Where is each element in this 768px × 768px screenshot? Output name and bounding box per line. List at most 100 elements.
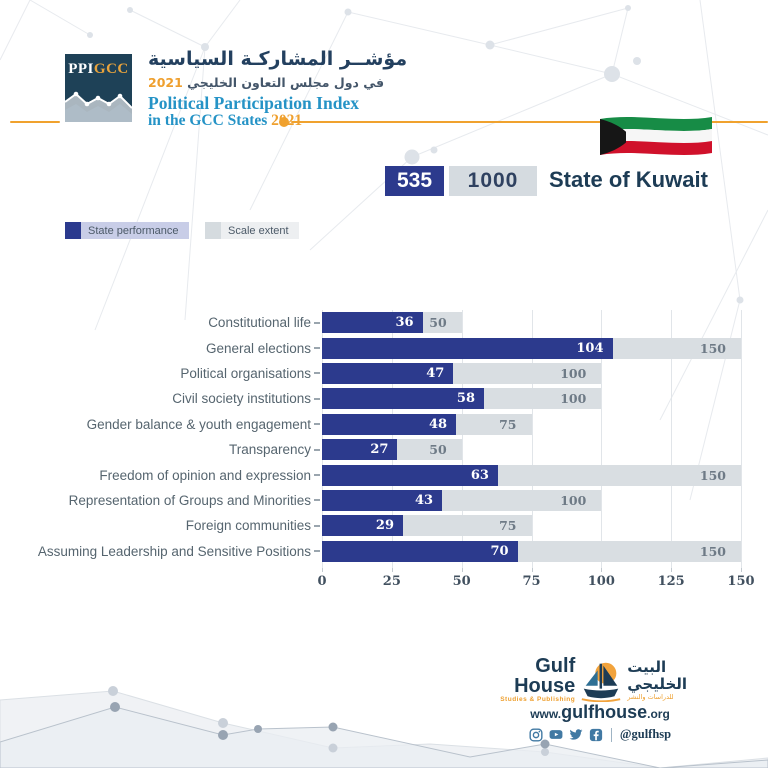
title-arabic-main: مؤشــر المشاركـة السياسية [148, 48, 408, 70]
twitter-icon[interactable] [569, 728, 583, 742]
x-tick-mark [322, 568, 323, 572]
country-name: State of Kuwait [549, 167, 708, 192]
gridline [391, 310, 393, 568]
bar-chart: Constitutional life 50 36 General elections… [0, 310, 755, 589]
category-tick [314, 448, 320, 451]
x-tick-label: 75 [522, 574, 541, 589]
legend-state-performance-swatch [65, 222, 81, 239]
category-tick [314, 347, 320, 350]
social-handle[interactable]: @gulfhsp [619, 727, 672, 741]
gulf-house-tagline-ar: للدراسات والنشر [627, 692, 674, 701]
chart-row: Civil society institutions 100 58 [0, 386, 741, 411]
chart-gridlines [322, 310, 742, 568]
state-performance-bar: 70 [322, 540, 518, 562]
bar-max-label: 75 [499, 518, 517, 534]
gulf-house-name-ar: البيت الخليجي [627, 657, 688, 693]
bar-area: 100 47 [322, 362, 741, 384]
category-tick [314, 499, 320, 502]
bar-value-label: 43 [415, 492, 434, 508]
category-label: Foreign communities [185, 518, 311, 534]
bar-area: 75 29 [322, 515, 741, 537]
facebook-icon[interactable] [589, 728, 603, 742]
gulf-house-name-arabic: البيت الخليجي للدراسات والنشر [627, 657, 722, 701]
category-tick [314, 423, 320, 426]
state-performance-bar: 29 [322, 515, 403, 537]
x-tick-mark [531, 568, 533, 572]
category-label: Civil society institutions [172, 391, 311, 407]
bar-value-label: 29 [375, 518, 394, 534]
title-english-main: Political Participation Index [148, 93, 359, 113]
chart-row: General elections 150 104 [0, 335, 741, 360]
category-label: Constitutional life [208, 315, 311, 331]
title-english-year: 2021 [271, 112, 303, 129]
bar-value-label: 27 [370, 442, 389, 458]
website-url[interactable]: www.gulfhouse.org [478, 702, 722, 723]
category-label: General elections [205, 340, 311, 356]
category-tick [314, 524, 320, 527]
chart-row: Constitutional life 50 36 [0, 310, 741, 335]
bar-max-label: 100 [560, 492, 587, 508]
bar-area: 150 63 [322, 464, 741, 486]
category-label: Political organisations [180, 365, 311, 381]
bar-area: 150 104 [322, 337, 741, 359]
gridline [741, 310, 742, 568]
bar-max-label: 150 [699, 467, 726, 483]
bar-value-label: 48 [428, 416, 448, 432]
title-arabic-year: 2021 [148, 75, 183, 90]
category-tick [314, 321, 320, 324]
category-label: Representation of Groups and Minorities [68, 492, 311, 508]
bar-value-label: 36 [395, 315, 414, 331]
category-label: Assuming Leadership and Sensitive Positi… [37, 543, 311, 559]
gridline [671, 310, 673, 568]
state-performance-bar: 47 [322, 362, 454, 384]
chart-row: Political organisations 100 47 [0, 361, 741, 386]
category-tick [314, 550, 320, 553]
x-tick-label: 100 [587, 574, 615, 589]
bar-value-label: 63 [470, 467, 489, 483]
bar-value-label: 104 [576, 340, 604, 356]
bar-area: 150 70 [322, 540, 741, 562]
gridline [531, 310, 533, 568]
category-label: Gender balance & youth engagement [86, 416, 311, 432]
chart-row: Transparency 50 27 [0, 437, 741, 462]
chart-row: Representation of Groups and Minorities 1… [0, 488, 741, 513]
chart-row: Assuming Leadership and Sensitive Positi… [0, 539, 741, 564]
logo-ppi-label: PPI [68, 61, 94, 77]
bar-max-label: 50 [429, 315, 447, 331]
title-english-sub: in the GCC States 2021 [148, 112, 302, 130]
bar-max-label: 100 [560, 365, 587, 381]
title-arabic-sub-text: في دول مجلس التعاون الخليجي [187, 75, 385, 90]
x-tick-label: 150 [727, 574, 755, 589]
bar-value-label: 47 [426, 365, 445, 381]
category-tick [314, 372, 320, 375]
category-label: Transparency [228, 442, 311, 458]
website-name: gulfhouse [561, 702, 648, 722]
title-arabic-sub: في دول مجلس التعاون الخليجي 2021 [148, 75, 384, 90]
youtube-icon[interactable] [549, 728, 563, 742]
chart-rows: Constitutional life 50 36 General elections… [0, 310, 741, 564]
chart-x-axis: 0 25 50 75 100 125 150 [317, 568, 755, 592]
chart-row: Gender balance & youth engagement 75 48 [0, 412, 741, 437]
gulf-house-name: Gulf House [514, 655, 576, 697]
category-label: Freedom of opinion and expression [99, 467, 311, 483]
logo-linechart-icon [65, 91, 132, 122]
gridline [322, 310, 323, 568]
instagram-icon[interactable] [529, 727, 543, 742]
logo-gcc-label: GCC [93, 61, 129, 77]
bar-max-label: 50 [429, 442, 447, 458]
x-tick-mark [671, 568, 673, 572]
legend-scale-extent-swatch [205, 222, 221, 239]
x-tick-mark [741, 568, 742, 572]
bar-value-label: 70 [490, 543, 509, 559]
website-prefix: www. [530, 707, 562, 721]
category-tick [314, 474, 320, 477]
boat-icon [581, 662, 621, 702]
x-tick-label: 25 [382, 574, 401, 589]
x-tick-mark [601, 568, 603, 572]
gulf-house-logo[interactable]: Gulf House Studies & Publishing البيت ال… [478, 656, 722, 703]
kuwait-flag-icon [600, 117, 712, 155]
state-performance-bar: 58 [322, 388, 484, 410]
state-performance-bar: 104 [322, 337, 613, 359]
x-tick-label: 50 [452, 574, 471, 589]
